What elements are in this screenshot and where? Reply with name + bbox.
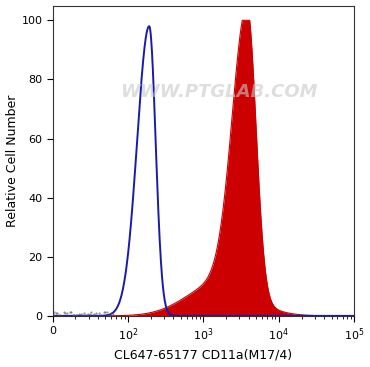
Y-axis label: Relative Cell Number: Relative Cell Number — [6, 95, 18, 227]
X-axis label: CL647-65177 CD11a(M17/4): CL647-65177 CD11a(M17/4) — [114, 348, 293, 361]
Text: WWW.PTGLAB.COM: WWW.PTGLAB.COM — [120, 83, 317, 101]
